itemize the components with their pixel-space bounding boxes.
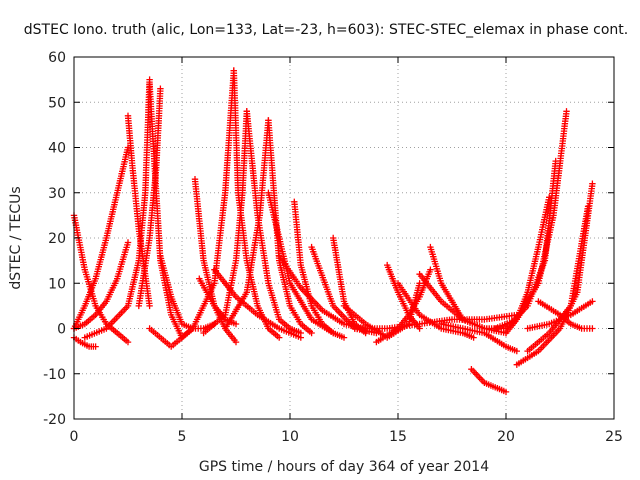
series-arc-34 xyxy=(502,157,559,332)
y-tick-label: -10 xyxy=(43,367,66,383)
series-arc-02 xyxy=(70,239,132,332)
x-tick-label: 15 xyxy=(389,429,407,445)
series-markers xyxy=(70,239,132,332)
series-markers xyxy=(81,76,153,341)
y-tick-label: 0 xyxy=(57,322,66,338)
grid xyxy=(74,57,614,419)
series-markers xyxy=(146,67,237,350)
series-arc-06 xyxy=(81,76,153,341)
y-tick-label: 30 xyxy=(48,186,66,202)
series-arc-37 xyxy=(524,203,592,355)
x-axis-label: GPS time / hours of day 364 of year 2014 xyxy=(199,459,489,475)
series-arc-17 xyxy=(265,117,315,337)
series-arc-35 xyxy=(502,194,553,337)
series-arc-08 xyxy=(135,85,164,310)
series-arc-29 xyxy=(416,271,510,337)
series-arc-18 xyxy=(211,266,304,341)
series-markers xyxy=(438,320,520,355)
series-markers xyxy=(135,85,164,310)
series-arc-23 xyxy=(276,252,369,332)
x-tick-label: 10 xyxy=(281,429,299,445)
series-arc-31 xyxy=(438,320,520,355)
x-tick-label: 0 xyxy=(70,429,79,445)
series-markers xyxy=(524,203,592,355)
axis-ticks: 0 5 10 15 20 25 -20 -10 0 10 20 30 40 50 60 xyxy=(43,50,623,445)
y-tick-label: -20 xyxy=(43,412,66,428)
series-markers xyxy=(265,117,315,337)
series-markers xyxy=(211,266,304,341)
series-markers xyxy=(502,194,553,337)
series-arc-30 xyxy=(351,311,520,332)
y-axis-label: dSTEC / TECUs xyxy=(8,186,24,289)
series-markers xyxy=(416,271,510,337)
series-markers xyxy=(351,311,520,332)
series-markers xyxy=(524,298,596,332)
chart-title: dSTEC Iono. truth (alic, Lon=133, Lat=-2… xyxy=(24,22,628,38)
y-tick-label: 20 xyxy=(48,231,66,247)
x-tick-label: 20 xyxy=(497,429,515,445)
series-arc-11 xyxy=(146,67,237,350)
y-tick-label: 10 xyxy=(48,276,66,292)
series-markers xyxy=(222,117,272,332)
series-markers xyxy=(276,252,369,332)
y-tick-label: 50 xyxy=(48,95,66,111)
series-arc-32 xyxy=(468,366,510,396)
series-markers xyxy=(468,366,510,396)
series-arc-16 xyxy=(222,117,272,332)
series-arc-39 xyxy=(524,298,596,332)
y-tick-label: 40 xyxy=(48,141,66,157)
x-tick-label: 5 xyxy=(178,429,187,445)
series-markers xyxy=(502,157,559,332)
x-tick-label: 25 xyxy=(605,429,623,445)
y-tick-label: 60 xyxy=(48,50,66,66)
plot-area xyxy=(70,67,596,396)
